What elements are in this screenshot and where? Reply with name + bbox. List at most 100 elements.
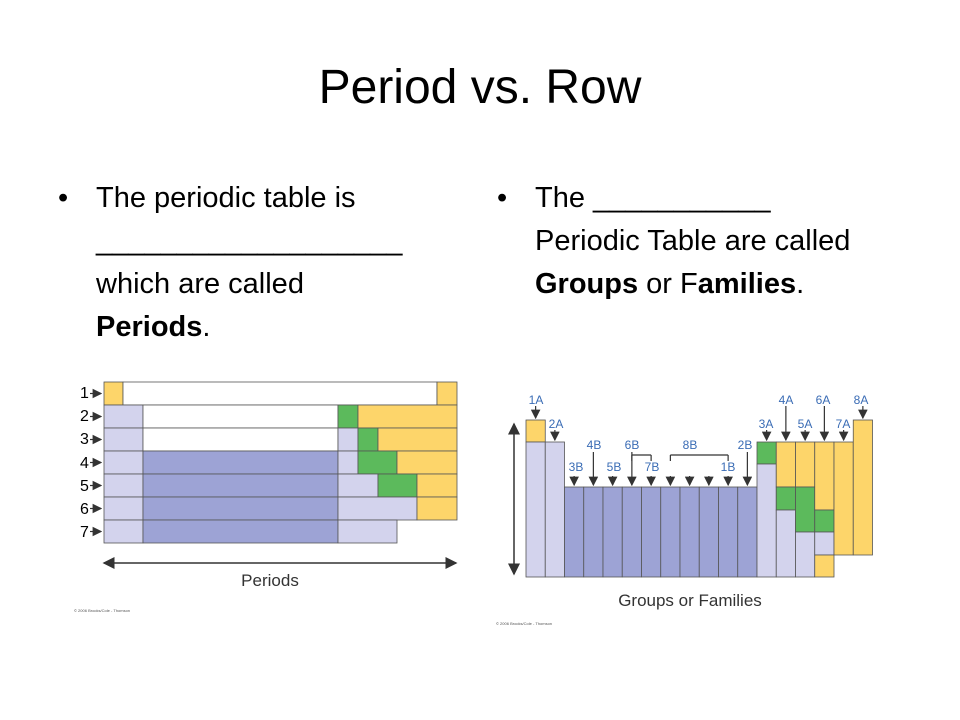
row-label: 1 [80,385,89,402]
period-row-segment [142,496,339,521]
group-label-4a: 4A [779,393,794,407]
group-label-3b: 3B [569,460,584,474]
row-label: 6 [80,501,89,518]
period-row-segment [357,404,458,429]
left-line-3: which are called [96,268,304,300]
group-column-segment [775,441,796,488]
period-row-segment [337,473,379,498]
group-column-segment [814,554,835,578]
period-row-segment [337,404,359,429]
right-mid: or F [638,268,698,300]
group-label-2a: 2A [549,417,564,431]
group-column-segment [660,486,681,578]
group-label-4b: 4B [587,438,602,452]
group-column-segment [756,441,777,465]
period-row-segment [103,427,144,452]
period-row-segment [377,473,418,498]
row-label: 4 [80,455,89,472]
period-row-segment [357,427,379,452]
group-column-segment [833,441,854,556]
groups-axis-label: Groups or Families [618,591,762,610]
groups-diagram [525,406,873,578]
group-label-7a: 7A [836,417,851,431]
group-column-segment [795,531,816,578]
period-row-segment [416,496,458,521]
group-label-8a: 8A [854,393,869,407]
group-column-segment [756,463,777,578]
periods-credit: © 2006 Brooks/Cole - Thomson [74,608,130,613]
group-label-6b: 6B [625,438,640,452]
group-column-segment [814,441,835,511]
group-column-segment [814,531,835,556]
period-row-segment [377,427,458,452]
period-row-segment [142,404,339,429]
period-row-segment [436,381,458,406]
group-column-segment [775,486,796,511]
group-column-segment [775,509,796,578]
group-column-segment [641,486,662,578]
group-column-segment [852,419,873,556]
period-row-segment [337,496,418,521]
period-row-segment [103,519,144,544]
period-row-segment [103,450,144,475]
group-column-segment [544,441,565,578]
right-bullet-text: • The ___________ Periodic Table are cal… [497,177,915,306]
group-column-segment [795,441,816,488]
period-row-segment [396,450,458,475]
period-row-segment [416,473,458,498]
left-line-1: The periodic table is [96,182,356,214]
group-column-segment [583,486,604,578]
group-column-segment [718,486,739,578]
right-line-2: Periodic Table are called [535,225,851,257]
row-label: 3 [80,431,89,448]
period-row-segment [142,450,339,475]
period-row-segment [103,404,144,429]
left-end: . [202,311,211,343]
right-blank: ___________ [593,182,771,214]
period-row-segment [103,496,144,521]
group-column-segment [795,486,816,533]
period-row-segment [357,450,398,475]
group-label-5b: 5B [607,460,622,474]
slide-title: Period vs. Row [318,61,642,114]
period-row-segment [122,381,438,406]
row-labels: 1 2 3 4 5 6 7 [80,385,89,541]
group-column-segment [525,441,546,578]
left-bullet-text: • The periodic table is ________________… [58,177,436,349]
period-row-segment [337,519,398,544]
group-column-segment [525,419,546,443]
group-label-1b: 1B [721,460,736,474]
period-row-segment [103,381,124,406]
periods-diagram [90,381,458,544]
group-label-2b: 2B [738,438,753,452]
period-row-segment [337,427,359,452]
period-row-segment [142,519,339,544]
row-label: 5 [80,478,89,495]
group-label-7b: 7B [645,460,660,474]
group-column-segment [602,486,623,578]
bullet-marker: • [497,182,508,214]
row-label: 7 [80,524,89,541]
period-row-segment [103,473,144,498]
left-periods-term: Periods [96,311,203,343]
period-row-segment [337,450,359,475]
group-column-segment [679,486,700,578]
right-line-1a: The [535,182,585,214]
group-column-segment [564,486,585,578]
group-labels: 1A 2A 3B 4B 5B 6B 7B 8B 1B 2B 3A 4A 5A 6… [529,393,869,474]
group-label-8b: 8B [683,438,698,452]
groups-credit: © 2006 Brooks/Cole - Thomson [496,621,552,626]
group-column-segment [698,486,719,578]
right-groups-term: Groups [535,268,639,300]
row-label: 2 [80,408,89,425]
group-label-1a: 1A [529,393,544,407]
right-end: . [796,268,805,300]
right-families-term: amilies [697,268,797,300]
group-column-segment [737,486,758,578]
bullet-marker: • [58,182,69,214]
group-label-5a: 5A [798,417,813,431]
group-column-segment [814,509,835,533]
period-row-segment [142,427,339,452]
group-label-3a: 3A [759,417,774,431]
